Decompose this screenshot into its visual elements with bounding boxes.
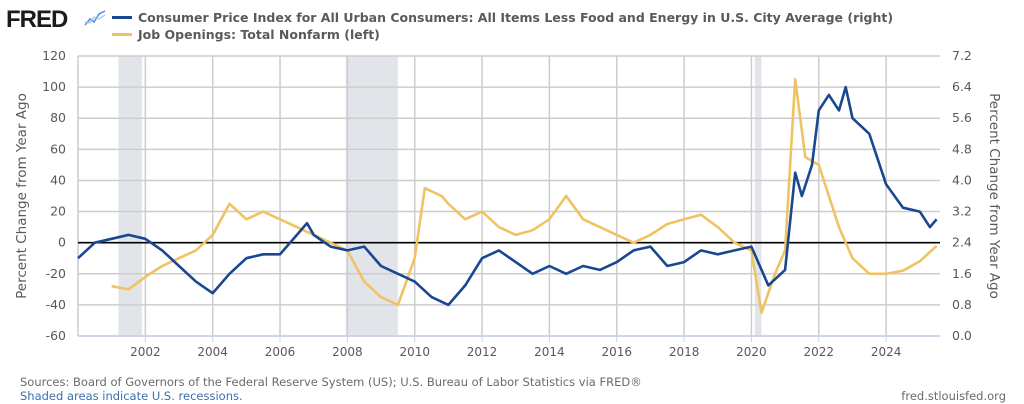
x-tick-label: 2002: [130, 345, 161, 359]
series-line-job-openings: [111, 78, 938, 314]
y-tick-left: 120: [42, 48, 66, 63]
y-axis-label-left: Percent Change from Year Ago: [14, 93, 30, 299]
y-tick-right: 4.8: [952, 141, 972, 156]
y-tick-right: 0.8: [952, 297, 972, 312]
x-tick-label: 2012: [467, 345, 498, 359]
x-tick-label: 2016: [601, 345, 632, 359]
y-tick-right: 5.6: [952, 110, 972, 125]
site-link[interactable]: fred.stlouisfed.org: [901, 389, 1006, 403]
legend-label-cpi: Consumer Price Index for All Urban Consu…: [138, 10, 894, 25]
y-tick-left: -60: [46, 328, 66, 343]
y-tick-right: 4.0: [952, 172, 972, 187]
y-tick-right: 1.6: [952, 266, 972, 281]
y-axis-label-right: Percent Change from Year Ago: [986, 93, 1002, 299]
y-tick-right: 2.4: [952, 235, 972, 250]
y-tick-left: -20: [46, 266, 66, 281]
legend-item-jobs[interactable]: Job Openings: Total Nonfarm (left): [112, 26, 893, 43]
y-tick-left: 80: [50, 110, 66, 125]
line-graph-icon: [84, 10, 106, 26]
x-tick-label: 2004: [197, 345, 228, 359]
y-tick-left: 20: [50, 204, 66, 219]
x-tick-label: 2024: [871, 345, 902, 359]
x-tick-label: 2008: [332, 345, 363, 359]
legend-swatch-jobs: [112, 33, 132, 36]
sources-note: Sources: Board of Governors of the Feder…: [20, 375, 642, 389]
y-tick-right: 3.2: [952, 204, 972, 219]
fred-logo[interactable]: FRED: [6, 6, 68, 33]
y-tick-right: 6.4: [952, 79, 972, 94]
x-tick-label: 2022: [804, 345, 835, 359]
x-tick-label: 2020: [736, 345, 767, 359]
x-tick-label: 2018: [669, 345, 700, 359]
legend-label-jobs: Job Openings: Total Nonfarm (left): [138, 27, 380, 42]
x-tick-label: 2010: [399, 345, 430, 359]
y-tick-right: 0.0: [952, 328, 972, 343]
x-tick-label: 2006: [265, 345, 296, 359]
y-tick-left: 100: [42, 79, 66, 94]
y-tick-left: 0: [58, 235, 66, 250]
y-tick-left: -40: [46, 297, 66, 312]
recession-band: [345, 56, 398, 336]
y-tick-left: 40: [50, 172, 66, 187]
series-line-cpi: [77, 85, 938, 307]
y-tick-left: 60: [50, 141, 66, 156]
y-tick-right: 7.2: [952, 48, 972, 63]
chart-legend: Consumer Price Index for All Urban Consu…: [112, 9, 893, 43]
recession-band: [754, 56, 762, 336]
legend-swatch-cpi: [112, 16, 132, 19]
x-tick-label: 2014: [534, 345, 565, 359]
recession-band: [118, 56, 142, 336]
recession-note-link[interactable]: Shaded areas indicate U.S. recessions.: [20, 389, 243, 403]
legend-item-cpi[interactable]: Consumer Price Index for All Urban Consu…: [112, 9, 893, 26]
